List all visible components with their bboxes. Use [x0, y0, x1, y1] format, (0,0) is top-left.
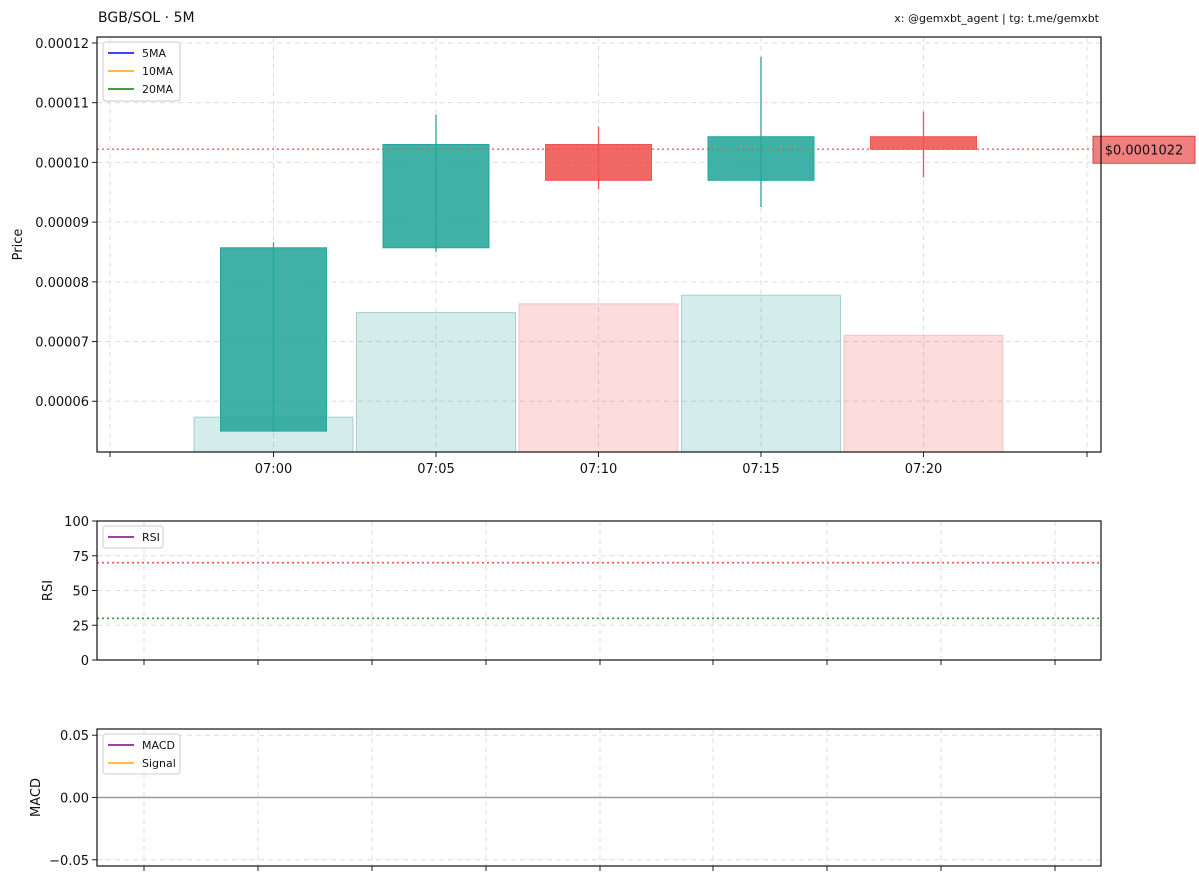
y-tick-label: 0.00006 — [35, 395, 89, 410]
y-tick-label: 50 — [72, 585, 89, 600]
legend-label: RSI — [142, 531, 160, 544]
legend-label: 5MA — [142, 47, 166, 60]
axes-frame — [96, 520, 1102, 661]
x-tick-label: 07:15 — [742, 462, 779, 477]
y-tick-label: 0.00009 — [35, 216, 89, 231]
x-tick-label: 07:05 — [417, 462, 454, 477]
axes-frame — [96, 728, 1102, 867]
y-axis-label: RSI — [41, 580, 56, 601]
volume-bar — [356, 312, 516, 453]
candle-body — [220, 247, 327, 432]
volume-bar — [681, 294, 841, 453]
price-panel: 0.00006 0.00007 0.00008 0.00009 0.00010 0.000… — [11, 36, 1196, 477]
rsi-legend: RSI — [102, 525, 164, 549]
legend-box — [102, 41, 181, 102]
legend-box — [102, 733, 181, 775]
price-legend: 5MA 10MA 20MA — [102, 41, 181, 102]
credit-text: x: @gemxbt_agent | tg: t.me/gemxbt — [894, 12, 1099, 25]
legend-label: Signal — [142, 757, 176, 770]
y-tick-label: 25 — [72, 619, 89, 634]
y-tick-label: 0.00007 — [35, 336, 89, 351]
legend-label: 10MA — [142, 65, 173, 78]
x-tick-label: 07:20 — [905, 462, 942, 477]
y-tick-label: 0.00008 — [35, 276, 89, 291]
y-tick-label: 0.05 — [60, 729, 89, 744]
volume-bar — [518, 303, 679, 453]
y-tick-label: 0.00 — [60, 792, 89, 807]
x-tick-label: 07:00 — [255, 462, 292, 477]
rsi-panel: 0 25 50 75 100 RSI RSI — [41, 515, 1102, 669]
x-tick-label: 07:10 — [580, 462, 617, 477]
macd-panel: −0.05 0.00 0.05 MACD MACD Signal — [29, 728, 1102, 871]
legend-label: MACD — [142, 739, 175, 752]
y-tick-label: −0.05 — [49, 854, 89, 869]
macd-legend: MACD Signal — [102, 733, 181, 775]
candle-body — [707, 136, 815, 181]
volume-bar — [843, 334, 1004, 453]
legend-label: 20MA — [142, 83, 173, 96]
candle-body — [870, 136, 977, 150]
y-tick-label: 0.00010 — [35, 156, 89, 171]
y-tick-label: 0.00012 — [35, 37, 89, 52]
last-price-label: $0.0001022 — [1105, 143, 1184, 158]
candle-body — [382, 143, 490, 249]
last-price-badge — [1092, 135, 1196, 164]
y-tick-label: 0.00011 — [35, 97, 89, 112]
candle-body — [545, 143, 652, 181]
y-axis-label: MACD — [29, 778, 44, 817]
y-axis-label: Price — [11, 229, 26, 261]
y-tick-label: 75 — [72, 550, 89, 565]
y-tick-label: 100 — [64, 515, 89, 530]
y-tick-label: 0 — [81, 654, 89, 669]
chart-title: BGB/SOL · 5M — [98, 10, 195, 26]
axes-frame — [96, 36, 1102, 453]
